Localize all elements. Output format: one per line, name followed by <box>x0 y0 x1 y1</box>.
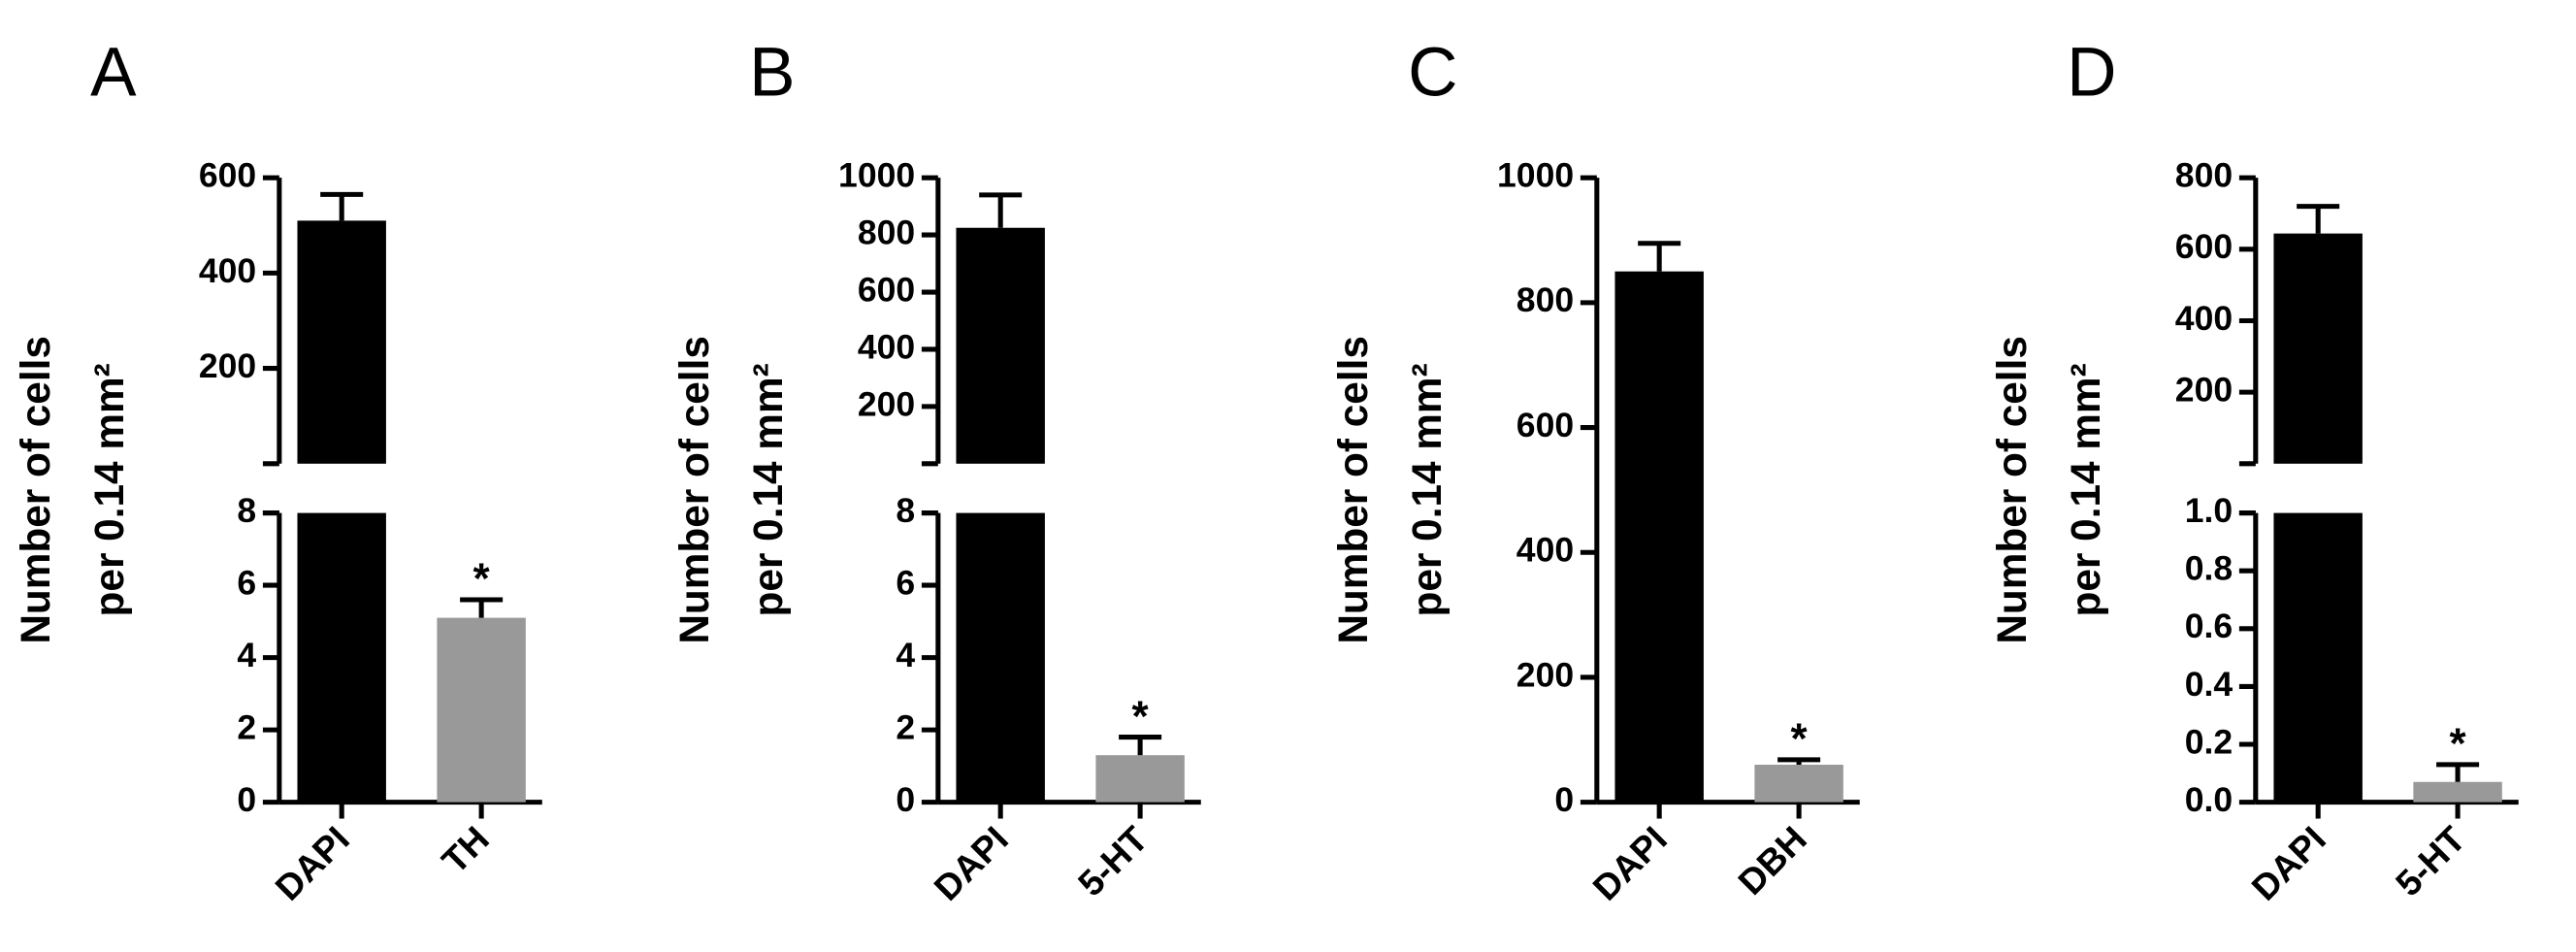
y-axis-label: Number of cells <box>671 336 717 644</box>
bar <box>1614 271 1704 803</box>
y-tick-label: 0.2 <box>2185 722 2233 761</box>
panel: D Number of cells per 0.14 mm² 0.0 0.2 0.4 0.6… <box>1989 35 2519 908</box>
y-tick-label: 400 <box>2175 299 2233 338</box>
bar <box>437 617 526 803</box>
y-axis-label: Number of cells <box>1330 336 1376 644</box>
significance: * <box>473 555 491 603</box>
panel-label: D <box>2067 35 2116 112</box>
panel-label: B <box>749 35 795 112</box>
y-tick-label: 0.6 <box>2185 607 2233 645</box>
y-axis-label: per 0.14 mm² <box>1404 363 1450 616</box>
x-tick-label: DBH <box>1730 818 1814 903</box>
y-tick-label: 1000 <box>1497 156 1574 195</box>
bar <box>2273 512 2363 803</box>
y-tick-label: 8 <box>237 491 256 530</box>
panel: C Number of cells per 0.14 mm² 0 200 400 600 80… <box>1330 35 1860 908</box>
panel: B Number of cells per 0.14 mm² 0 2 4 6 8 200 400 6… <box>671 35 1201 908</box>
x-tick-label: DAPI <box>926 818 1016 908</box>
y-tick-label: 1000 <box>838 156 915 195</box>
y-tick-label: 0 <box>896 780 915 819</box>
y-tick-label: 4 <box>237 636 256 674</box>
significance: * <box>2450 720 2467 768</box>
y-tick-label: 200 <box>1516 655 1574 694</box>
y-tick-label: 6 <box>896 563 915 602</box>
y-tick-label: 4 <box>896 636 915 674</box>
y-tick-label: 600 <box>1516 406 1574 444</box>
y-tick-label: 400 <box>858 327 915 366</box>
y-tick-label: 1.0 <box>2185 491 2233 530</box>
y-tick-label: 0 <box>237 780 256 819</box>
y-axis-label: per 0.14 mm² <box>86 363 132 616</box>
y-axis-label: Number of cells <box>13 336 58 644</box>
error-bar <box>1119 735 1162 756</box>
y-axis-label: Number of cells <box>1989 336 2035 644</box>
error-bar <box>2297 204 2340 234</box>
x-tick-label: DAPI <box>2243 818 2333 908</box>
y-tick-label: 0 <box>1554 780 1574 819</box>
y-tick-label: 600 <box>858 270 915 309</box>
bar <box>2413 781 2502 803</box>
bar <box>2273 233 2363 464</box>
bar <box>297 220 386 464</box>
y-tick-label: 2 <box>237 707 256 746</box>
y-tick-label: 0.8 <box>2185 549 2233 588</box>
error-bar <box>2436 762 2480 782</box>
y-tick-label: 0.4 <box>2185 665 2234 704</box>
y-tick-label: 200 <box>858 384 915 423</box>
y-tick-label: 8 <box>896 491 915 530</box>
bar <box>956 512 1045 803</box>
error-bar <box>460 597 504 618</box>
x-tick-label: 5-HT <box>2388 818 2473 903</box>
panel-label: A <box>90 35 137 112</box>
bar <box>1754 765 1843 803</box>
bar <box>297 512 386 803</box>
y-tick-label: 400 <box>1516 531 1574 570</box>
y-tick-label: 800 <box>1516 280 1574 319</box>
y-tick-label: 200 <box>2175 371 2233 410</box>
bar <box>1095 755 1185 803</box>
significance: * <box>1791 715 1809 763</box>
panel-label: C <box>1408 35 1457 112</box>
error-bar <box>1638 241 1681 272</box>
error-bar <box>320 191 364 221</box>
error-bar <box>1777 757 1821 766</box>
y-tick-label: 600 <box>2175 227 2233 266</box>
bar <box>956 227 1045 464</box>
x-tick-label: DAPI <box>1584 818 1675 908</box>
y-tick-label: 200 <box>199 346 256 385</box>
y-tick-label: 0.0 <box>2185 780 2233 819</box>
y-tick-label: 600 <box>199 156 256 195</box>
y-tick-label: 800 <box>2175 156 2233 195</box>
significance: * <box>1132 693 1150 740</box>
y-axis-label: per 0.14 mm² <box>2063 363 2108 616</box>
y-tick-label: 400 <box>199 251 256 290</box>
y-tick-label: 2 <box>896 707 915 746</box>
panel: A Number of cells per 0.14 mm² 0 2 4 6 8 200 400 6… <box>13 35 542 908</box>
y-tick-label: 800 <box>858 213 915 251</box>
error-bar <box>979 192 1023 228</box>
x-tick-label: TH <box>434 818 497 881</box>
y-tick-label: 6 <box>237 563 256 602</box>
x-tick-label: DAPI <box>267 818 357 908</box>
y-axis-label: per 0.14 mm² <box>745 363 791 616</box>
x-tick-label: 5-HT <box>1070 818 1156 903</box>
